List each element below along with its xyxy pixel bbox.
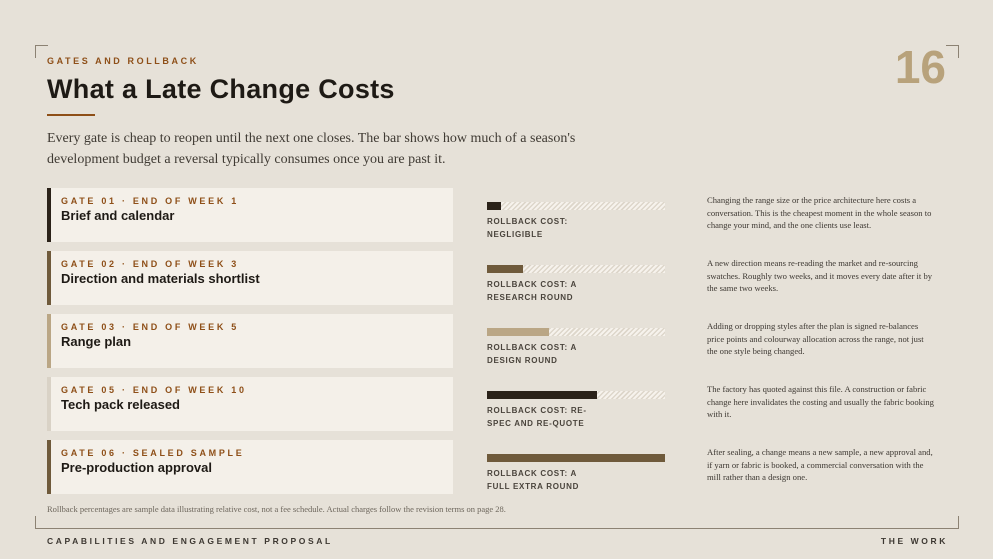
title: What a Late Change Costs bbox=[47, 74, 395, 104]
gate-card: GATE 06 · SEALED SAMPLE Pre-production ap… bbox=[47, 440, 453, 494]
footnote: Rollback percentages are sample data ill… bbox=[47, 504, 506, 514]
rollback-track bbox=[487, 202, 665, 210]
rollback-label: ROLLBACK COST: RE-SPEC AND RE-QUOTE bbox=[487, 406, 587, 428]
rollback-label: ROLLBACK COST: A DESIGN ROUND bbox=[487, 343, 577, 365]
gate-description: Adding or dropping styles after the plan… bbox=[707, 321, 924, 356]
gate-card: GATE 03 · END OF WEEK 5 Range plan bbox=[47, 314, 453, 368]
rollback-label: ROLLBACK COST: NEGLIGIBLE bbox=[487, 217, 568, 239]
corner-bracket bbox=[35, 45, 48, 58]
gate-name: Direction and materials shortlist bbox=[61, 271, 260, 286]
footer-left: CAPABILITIES AND ENGAGEMENT PROPOSAL bbox=[47, 536, 333, 546]
gate-description: After sealing, a change means a new samp… bbox=[707, 447, 933, 482]
lead: Every gate is cheap to reopen until the … bbox=[47, 131, 576, 167]
gate-label: GATE 05 · END OF WEEK 10 bbox=[61, 385, 247, 395]
gate-label: GATE 02 · END OF WEEK 3 bbox=[61, 259, 239, 269]
rollback-bar bbox=[487, 202, 502, 210]
gate-label: GATE 06 · SEALED SAMPLE bbox=[61, 448, 245, 458]
rollback-track bbox=[487, 265, 665, 273]
gate-label: GATE 03 · END OF WEEK 5 bbox=[61, 322, 239, 332]
gate-card: GATE 01 · END OF WEEK 1 Brief and calenda… bbox=[47, 188, 453, 242]
page-number: 16 bbox=[894, 41, 946, 93]
kicker: GATES AND ROLLBACK bbox=[47, 56, 199, 66]
footer-right: THE WORK bbox=[880, 536, 948, 546]
rollback-track bbox=[487, 391, 665, 399]
rollback-bar bbox=[487, 265, 523, 273]
corner-bracket bbox=[946, 45, 959, 58]
footer-rule bbox=[35, 528, 959, 529]
gate-name: Pre-production approval bbox=[61, 460, 212, 475]
rollback-bar bbox=[487, 328, 550, 336]
gate-name: Tech pack released bbox=[61, 397, 180, 412]
gate-description: Changing the range size or the price arc… bbox=[707, 195, 932, 230]
rollback-track bbox=[487, 328, 665, 336]
gate-name: Range plan bbox=[61, 334, 132, 349]
rollback-bar bbox=[487, 454, 665, 462]
rollback-label: ROLLBACK COST: A FULL EXTRA ROUND bbox=[487, 469, 580, 491]
gate-description: A new direction means re-reading the mar… bbox=[707, 258, 933, 293]
gate-card: GATE 02 · END OF WEEK 3 Direction and mat… bbox=[47, 251, 453, 305]
rollback-track bbox=[487, 454, 665, 462]
gate-card: GATE 05 · END OF WEEK 10 Tech pack releas… bbox=[47, 377, 453, 431]
rollback-label: ROLLBACK COST: A RESEARCH ROUND bbox=[487, 280, 577, 302]
rollback-bar bbox=[487, 391, 598, 399]
gate-description: The factory has quoted against this file… bbox=[707, 384, 934, 419]
gate-label: GATE 01 · END OF WEEK 1 bbox=[61, 196, 239, 206]
title-rule bbox=[47, 114, 95, 116]
gate-name: Brief and calendar bbox=[61, 208, 175, 223]
